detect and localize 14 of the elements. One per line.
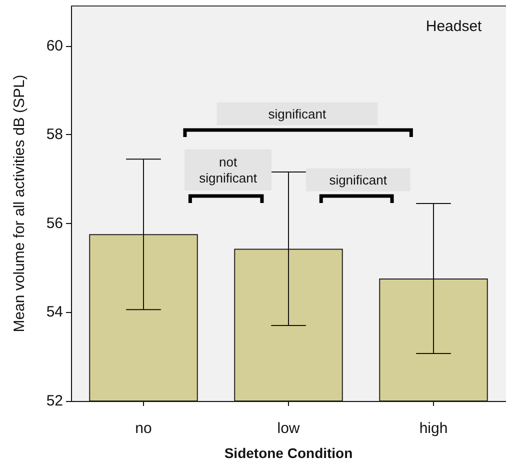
annotation: Headset — [426, 18, 483, 35]
x-tick-label: high — [419, 420, 448, 437]
annotation: significant — [268, 106, 326, 122]
x-tick-label: no — [135, 420, 152, 437]
y-tick-label: 52 — [46, 392, 63, 410]
x-axis-title: Sidetone Condition — [224, 445, 353, 461]
annotation: not significant — [199, 154, 258, 186]
y-tick-label: 58 — [46, 126, 63, 144]
y-tick-label: 54 — [46, 304, 63, 321]
y-tick-label: 60 — [46, 37, 63, 54]
y-tick-label: 56 — [46, 214, 63, 232]
y-axis-title: Mean volume for all activities dB (SPL) — [11, 74, 28, 332]
x-tick-label: low — [277, 420, 300, 437]
annotation: significant — [329, 172, 388, 188]
